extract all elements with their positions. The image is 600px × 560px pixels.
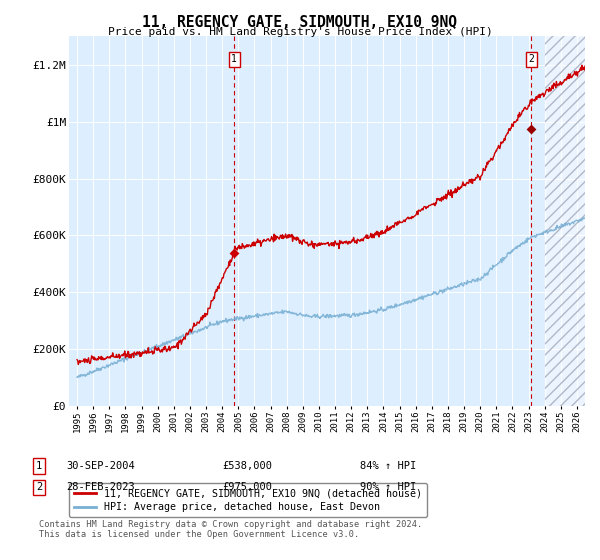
Text: £975,000: £975,000: [222, 482, 272, 492]
Text: £538,000: £538,000: [222, 461, 272, 471]
Text: 90% ↑ HPI: 90% ↑ HPI: [360, 482, 416, 492]
Point: [229, 249, 239, 258]
Text: Price paid vs. HM Land Registry's House Price Index (HPI): Price paid vs. HM Land Registry's House …: [107, 27, 493, 37]
Bar: [545, 36, 585, 406]
Text: 30-SEP-2004: 30-SEP-2004: [66, 461, 135, 471]
Text: 2: 2: [529, 54, 534, 64]
Text: 28-FEB-2023: 28-FEB-2023: [66, 482, 135, 492]
Text: 1: 1: [232, 54, 237, 64]
Legend: 11, REGENCY GATE, SIDMOUTH, EX10 9NQ (detached house), HPI: Average price, detac: 11, REGENCY GATE, SIDMOUTH, EX10 9NQ (de…: [69, 483, 427, 517]
Bar: [545, 36, 585, 406]
Text: 11, REGENCY GATE, SIDMOUTH, EX10 9NQ: 11, REGENCY GATE, SIDMOUTH, EX10 9NQ: [143, 15, 458, 30]
Text: Contains HM Land Registry data © Crown copyright and database right 2024.
This d: Contains HM Land Registry data © Crown c…: [39, 520, 422, 539]
Text: 1: 1: [36, 461, 42, 471]
Text: 84% ↑ HPI: 84% ↑ HPI: [360, 461, 416, 471]
Point: [527, 124, 536, 133]
Text: 2: 2: [36, 482, 42, 492]
